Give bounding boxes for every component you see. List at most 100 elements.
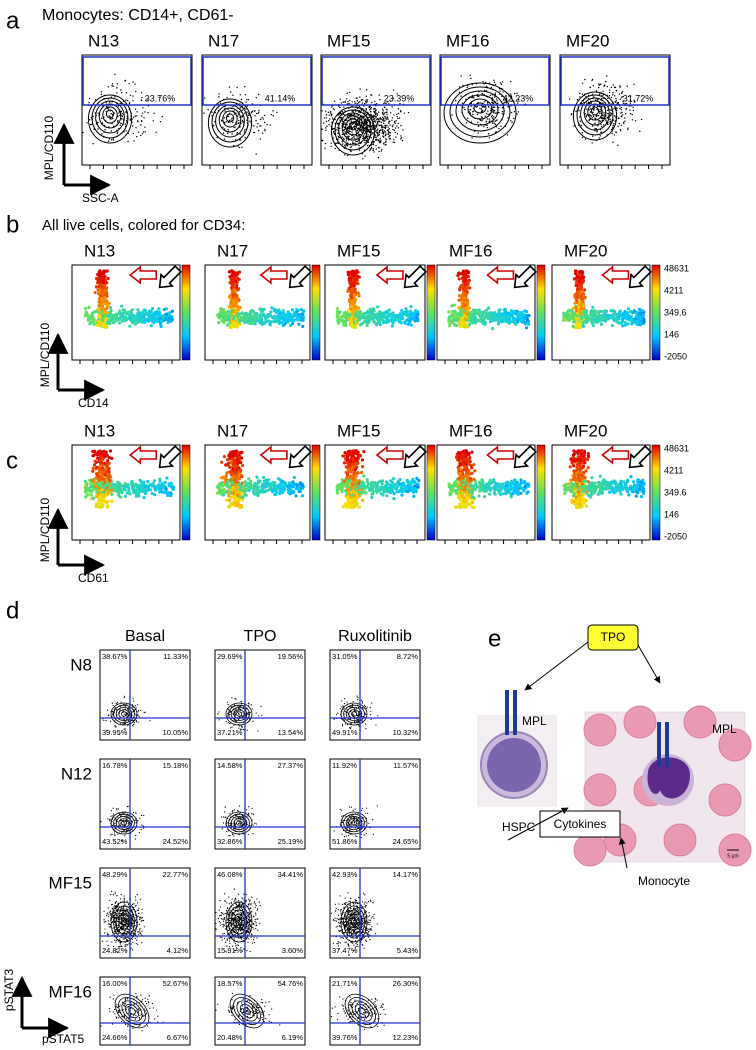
event-dot bbox=[380, 121, 383, 124]
event-dot bbox=[88, 119, 91, 121]
event-dot bbox=[358, 134, 361, 136]
event-dot bbox=[86, 122, 88, 124]
event-dot bbox=[356, 102, 358, 105]
event-dot bbox=[627, 127, 629, 129]
event-dot bbox=[484, 115, 486, 117]
event-dot bbox=[116, 83, 119, 85]
event-dot bbox=[246, 320, 250, 324]
event-dot bbox=[492, 111, 494, 114]
event-dot bbox=[393, 138, 395, 141]
event-dot bbox=[462, 307, 466, 311]
event-dot bbox=[386, 124, 388, 127]
event-dot bbox=[240, 98, 243, 101]
event-dot bbox=[581, 82, 584, 85]
event-dot bbox=[347, 278, 351, 282]
event-dot bbox=[591, 305, 595, 309]
event-dot bbox=[119, 124, 121, 127]
event-dot bbox=[344, 144, 346, 147]
event-dot bbox=[118, 112, 120, 114]
event-dot bbox=[227, 128, 229, 131]
event-dot bbox=[455, 99, 457, 102]
event-dot bbox=[139, 316, 143, 320]
event-dot bbox=[492, 106, 495, 108]
event-dot bbox=[496, 119, 498, 121]
event-dot bbox=[517, 111, 520, 113]
event-dot bbox=[598, 121, 600, 123]
event-dot bbox=[404, 307, 408, 311]
event-dot bbox=[493, 110, 496, 112]
event-dot bbox=[233, 126, 235, 129]
event-dot bbox=[594, 127, 596, 130]
event-dot bbox=[97, 314, 101, 319]
event-dot bbox=[474, 311, 478, 315]
event-dot bbox=[327, 111, 330, 114]
event-dot bbox=[625, 311, 630, 315]
event-dot bbox=[355, 269, 359, 273]
event-dot bbox=[621, 111, 623, 113]
event-dot bbox=[102, 324, 106, 329]
event-dot bbox=[462, 313, 467, 318]
event-dot bbox=[476, 113, 479, 116]
event-dot bbox=[339, 106, 341, 109]
event-dot bbox=[382, 131, 384, 133]
event-dot bbox=[620, 124, 622, 126]
event-dot bbox=[350, 117, 352, 119]
event-dot bbox=[253, 131, 256, 134]
event-dot bbox=[336, 321, 341, 325]
event-dot bbox=[240, 311, 244, 316]
event-dot bbox=[341, 136, 343, 138]
event-dot bbox=[338, 310, 342, 314]
plot-frame bbox=[201, 54, 313, 166]
event-dot bbox=[571, 324, 575, 328]
event-dot bbox=[98, 289, 102, 293]
event-dot bbox=[622, 114, 624, 116]
event-dot bbox=[111, 85, 113, 87]
event-dot bbox=[400, 308, 404, 313]
plot-frame bbox=[81, 54, 193, 166]
event-dot bbox=[120, 111, 123, 113]
event-dot bbox=[490, 86, 493, 89]
event-dot bbox=[132, 132, 134, 135]
event-dot bbox=[499, 90, 501, 92]
event-dot bbox=[336, 122, 339, 125]
event-dot bbox=[628, 314, 632, 318]
event-dot bbox=[624, 113, 627, 115]
event-dot bbox=[609, 118, 611, 121]
event-dot bbox=[226, 96, 228, 99]
event-dot bbox=[249, 120, 251, 122]
event-dot bbox=[609, 89, 611, 91]
event-dot bbox=[138, 319, 142, 324]
event-dot bbox=[396, 133, 399, 135]
event-dot bbox=[386, 117, 388, 119]
event-dot bbox=[602, 90, 604, 93]
event-dot bbox=[233, 297, 238, 301]
event-dot bbox=[641, 313, 645, 317]
event-dot bbox=[133, 116, 135, 118]
event-dot bbox=[612, 94, 614, 96]
event-dot bbox=[147, 111, 149, 114]
event-dot bbox=[113, 318, 117, 323]
event-dot bbox=[346, 92, 348, 95]
event-dot bbox=[624, 120, 626, 122]
event-dot bbox=[128, 101, 131, 103]
event-dot bbox=[383, 112, 386, 114]
event-dot bbox=[357, 306, 361, 310]
event-dot bbox=[226, 309, 230, 314]
event-dot bbox=[578, 116, 581, 118]
event-dot bbox=[301, 312, 305, 316]
event-dot bbox=[385, 144, 387, 146]
contour bbox=[211, 101, 249, 143]
event-dot bbox=[207, 108, 209, 111]
event-dot bbox=[592, 115, 595, 118]
event-dot bbox=[499, 82, 501, 84]
event-dot bbox=[381, 111, 384, 114]
event-dot bbox=[118, 495, 123, 499]
event-dot bbox=[591, 117, 593, 119]
event-dot bbox=[367, 134, 369, 136]
event-dot bbox=[354, 317, 358, 321]
event-dot bbox=[330, 106, 333, 108]
event-dot bbox=[281, 314, 285, 318]
gate-percentage: 23.39% bbox=[384, 93, 415, 103]
event-dot bbox=[385, 119, 387, 121]
event-dot bbox=[457, 277, 461, 281]
